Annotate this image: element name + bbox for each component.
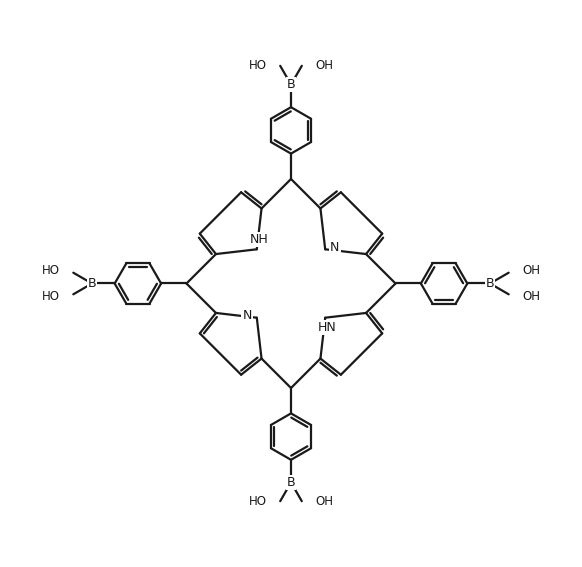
Text: B: B [485, 277, 494, 290]
Text: HO: HO [42, 264, 60, 277]
Text: HO: HO [249, 60, 267, 73]
Text: OH: OH [522, 264, 540, 277]
Text: N: N [242, 309, 252, 322]
Text: OH: OH [315, 494, 333, 507]
Text: OH: OH [522, 290, 540, 303]
Text: OH: OH [315, 60, 333, 73]
Text: HO: HO [249, 494, 267, 507]
Text: HN: HN [318, 321, 337, 334]
Text: N: N [330, 240, 340, 253]
Text: B: B [88, 277, 97, 290]
Text: HO: HO [42, 290, 60, 303]
Text: NH: NH [250, 233, 268, 246]
Text: B: B [287, 78, 295, 91]
Text: B: B [287, 476, 295, 489]
